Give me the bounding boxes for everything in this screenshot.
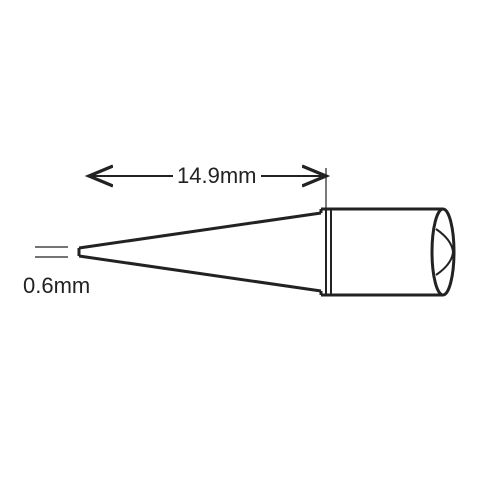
length-dimension: 14.9mm [89, 163, 326, 210]
tip-diameter-label: 0.6mm [23, 273, 90, 298]
tip-body [79, 209, 454, 295]
tip-drawing: 14.9mm 0.6mm [0, 0, 500, 500]
length-label: 14.9mm [177, 163, 256, 188]
